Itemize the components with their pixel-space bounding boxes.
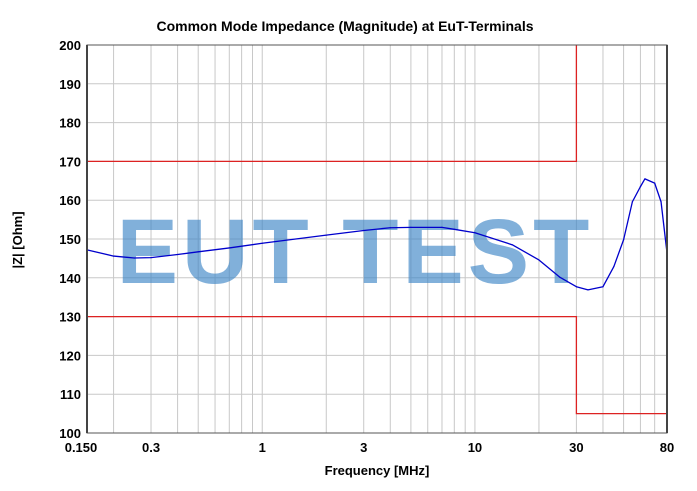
x-tick-labels: 0.150 0.3 1 3 10 30 80: [65, 440, 675, 455]
data-point: [410, 226, 412, 228]
data-point: [639, 186, 642, 188]
data-point: [389, 227, 391, 229]
data-point: [176, 253, 179, 256]
data-point: [441, 226, 443, 228]
x-tick-label: 80: [660, 440, 674, 455]
data-point: [453, 228, 455, 230]
chart-title: Common Mode Impedance (Magnitude) at EuT…: [157, 18, 534, 34]
data-point: [654, 182, 656, 184]
data-point: [261, 242, 263, 244]
data-point: [112, 255, 115, 257]
y-tick-label: 120: [59, 348, 81, 363]
y-tick-label: 170: [59, 154, 81, 169]
data-point: [660, 201, 662, 203]
data-point: [325, 234, 327, 236]
y-tick-label: 160: [59, 193, 81, 208]
data-point: [613, 265, 615, 268]
data-point: [363, 229, 365, 232]
y-tick-label: 130: [59, 310, 81, 325]
data-point: [587, 289, 589, 291]
data-point: [631, 201, 633, 203]
data-point: [474, 232, 476, 234]
data-point: [602, 286, 604, 288]
y-tick-label: 200: [59, 38, 81, 53]
data-point: [511, 244, 513, 246]
data-point: [644, 178, 646, 180]
data-point: [197, 251, 199, 253]
limit-line: [87, 315, 667, 415]
data-point: [133, 257, 135, 259]
x-tick-label: 3: [360, 440, 367, 455]
y-tick-label: 100: [59, 426, 81, 441]
data-point: [575, 286, 578, 288]
limit-lines: [87, 45, 667, 415]
data-point: [228, 247, 230, 249]
data-point: [150, 257, 152, 259]
x-tick-label: 1: [259, 440, 266, 455]
y-tick-label: 190: [59, 77, 81, 92]
x-tick-label: 0.3: [142, 440, 160, 455]
x-tick-label: 30: [569, 440, 583, 455]
data-point: [558, 276, 561, 278]
y-tick-label: 110: [60, 387, 81, 402]
y-tick-label: 140: [59, 271, 81, 286]
y-tick-label: 150: [59, 232, 81, 247]
y-axis-label: |Z| [Ohm]: [10, 211, 25, 268]
data-point: [622, 239, 625, 241]
y-tick-labels: 100 110 120 130 140 150 160 170 180 190 200: [59, 38, 81, 441]
x-tick-label: 0.150: [65, 440, 98, 455]
data-point: [538, 259, 540, 261]
y-tick-label: 180: [59, 116, 81, 131]
watermark: EUT TEST: [117, 201, 594, 303]
x-tick-label: 10: [468, 440, 482, 455]
limit-line: [87, 45, 578, 163]
x-axis-label: Frequency [MHz]: [325, 463, 430, 478]
